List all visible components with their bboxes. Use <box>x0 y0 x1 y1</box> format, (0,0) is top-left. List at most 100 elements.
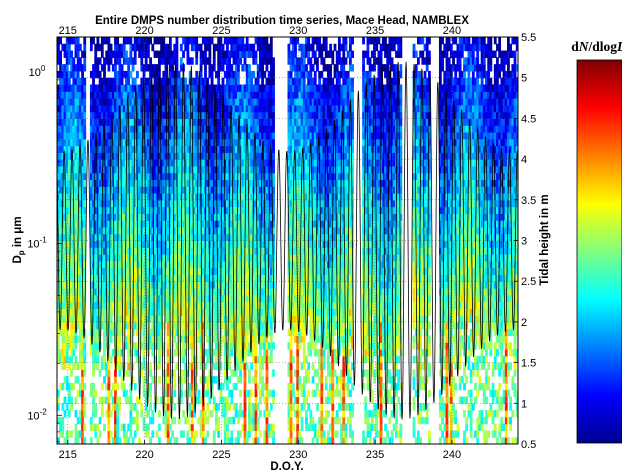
heatmap-cell <box>129 281 133 289</box>
heatmap-cell <box>179 125 183 133</box>
heatmap-cell <box>160 396 163 404</box>
heatmap-cell <box>243 396 247 404</box>
heatmap-cell <box>254 84 258 92</box>
heatmap-cell <box>168 294 172 303</box>
heatmap-cell <box>98 77 102 86</box>
heatmap-cell <box>92 104 95 113</box>
heatmap-cell <box>272 138 275 147</box>
heatmap-cell <box>114 437 117 444</box>
heatmap-cell <box>100 403 104 411</box>
heatmap-cell <box>114 145 117 153</box>
heatmap-cell <box>263 57 267 65</box>
heatmap-cell <box>114 301 117 309</box>
heatmap-cell <box>173 145 177 153</box>
heatmap-cell <box>247 349 251 357</box>
heatmap-cell <box>168 437 172 444</box>
heatmap-cell <box>138 199 142 208</box>
heatmap-cell <box>210 199 214 208</box>
heatmap-cell <box>256 70 260 79</box>
heatmap-cell <box>186 179 190 187</box>
heatmap-cell <box>221 193 225 201</box>
heatmap-cell <box>149 240 152 248</box>
heatmap-cell <box>116 382 120 391</box>
heatmap-cell <box>78 125 82 133</box>
heatmap-cell <box>131 98 135 106</box>
heatmap-cell <box>122 206 126 214</box>
heatmap-cell <box>197 118 201 126</box>
heatmap-cell <box>243 281 247 289</box>
heatmap-cell <box>219 328 223 337</box>
heatmap-cell <box>208 193 212 201</box>
heatmap-cell <box>153 254 157 262</box>
heatmap-cell <box>116 84 120 92</box>
heatmap-cell <box>221 287 225 296</box>
heatmap-cell <box>149 213 152 221</box>
heatmap-cell <box>133 206 137 214</box>
heatmap-cell <box>210 118 214 126</box>
heatmap-cell <box>57 57 60 65</box>
heatmap-cell <box>267 77 271 86</box>
heatmap-cell <box>147 410 150 418</box>
heatmap-cell <box>219 104 223 113</box>
heatmap-cell <box>237 294 240 303</box>
heatmap-cell <box>171 287 174 296</box>
heatmap-cell <box>168 226 172 235</box>
heatmap-cell <box>153 315 157 323</box>
heatmap-cell <box>239 240 242 248</box>
heatmap-cell <box>94 111 98 119</box>
heatmap-cell <box>179 98 183 106</box>
heatmap-cell <box>164 260 168 269</box>
heatmap-cell <box>265 315 269 323</box>
heatmap-cell <box>243 382 247 391</box>
heatmap-cell <box>186 294 190 303</box>
heatmap-cell <box>228 389 232 398</box>
heatmap-cell <box>109 267 113 276</box>
heatmap-cell <box>114 376 117 384</box>
heatmap-cell <box>109 410 113 418</box>
heatmap-cell <box>129 159 133 167</box>
heatmap-cell <box>256 281 260 289</box>
heatmap-cell <box>116 125 120 133</box>
heatmap-cell <box>190 247 194 255</box>
heatmap-cell <box>153 118 157 126</box>
heatmap-cell <box>215 98 218 106</box>
heatmap-cell <box>153 37 157 45</box>
heatmap-cell <box>63 77 67 86</box>
heatmap-cell <box>153 321 157 330</box>
heatmap-cell <box>186 138 190 147</box>
heatmap-cell <box>147 281 150 289</box>
heatmap-cell <box>76 301 80 309</box>
heatmap-cell <box>252 308 256 316</box>
heatmap-cell <box>287 138 291 147</box>
heatmap-cell <box>81 416 84 425</box>
heatmap-cell <box>168 199 172 208</box>
heatmap-cell <box>208 233 212 242</box>
heatmap-cell <box>92 172 95 181</box>
heatmap-cell <box>98 315 102 323</box>
heatmap-cell <box>67 111 71 119</box>
heatmap-cell <box>70 125 73 133</box>
heatmap-cell <box>74 396 78 404</box>
heatmap-cell <box>215 335 218 343</box>
heatmap-cell <box>109 321 113 330</box>
heatmap-cell <box>129 186 133 194</box>
heatmap-cell <box>210 37 214 45</box>
heatmap-cell <box>122 145 126 153</box>
heatmap-cell <box>245 267 249 276</box>
heatmap-cell <box>197 193 201 201</box>
heatmap-cell <box>127 315 131 323</box>
heatmap-cell <box>136 321 139 330</box>
heatmap-cell <box>289 152 293 160</box>
heatmap-cell <box>206 281 210 289</box>
heatmap-cell <box>184 376 188 384</box>
heatmap-cell <box>269 43 273 52</box>
heatmap-cell <box>59 165 62 174</box>
heatmap-cell <box>228 84 232 92</box>
heatmap-cell <box>78 382 82 391</box>
heatmap-cell <box>89 213 93 221</box>
heatmap-cell <box>188 37 192 45</box>
heatmap-cell <box>107 369 111 377</box>
heatmap-cell <box>61 301 65 309</box>
heatmap-cell <box>131 84 135 92</box>
heatmap-cell <box>142 342 146 350</box>
